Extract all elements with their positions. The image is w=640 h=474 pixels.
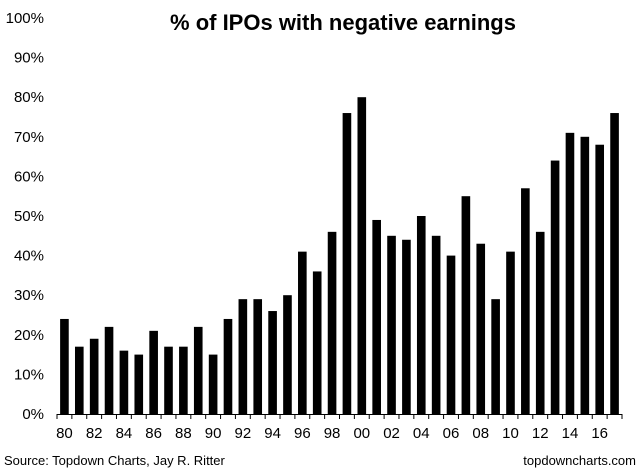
y-tick-label: 0% (22, 406, 44, 423)
bar-2004 (416, 216, 426, 414)
bar-1991 (223, 318, 233, 414)
bar-2014 (565, 132, 575, 414)
bar-1997 (312, 271, 322, 414)
source-note: Source: Topdown Charts, Jay R. Ritter (4, 453, 226, 468)
y-tick-label: 70% (14, 129, 44, 146)
x-tick-label: 90 (205, 425, 222, 442)
y-tick-label: 80% (14, 89, 44, 106)
bar-1994 (268, 311, 277, 414)
chart-title: % of IPOs with negative earnings (170, 10, 516, 35)
x-axis: 80 82 84 86 88 90 92 94 96 98 00 02 04 06 08 10 12 14 16 (56, 414, 623, 442)
y-tick-label: 90% (14, 50, 44, 67)
x-tick-label: 98 (324, 425, 341, 442)
bar-1990 (208, 354, 218, 414)
bar-1985 (134, 354, 144, 414)
bar-1983 (104, 326, 114, 414)
bar-2005 (431, 235, 441, 414)
bar-1980 (60, 318, 69, 414)
y-tick-label: 60% (14, 168, 44, 185)
bar-2007 (461, 196, 471, 414)
x-tick-label: 12 (532, 425, 549, 442)
bar-2002 (387, 235, 396, 414)
bar-2010 (506, 251, 515, 414)
x-tick-label: 14 (562, 425, 579, 442)
x-tick-label: 06 (443, 425, 460, 442)
bar-1999 (342, 113, 352, 414)
x-tick-label: 80 (56, 425, 73, 442)
bar-2008 (476, 243, 486, 414)
y-tick-label: 10% (14, 366, 44, 383)
bar-2012 (535, 231, 545, 414)
y-tick-label: 50% (14, 208, 44, 225)
bar-1986 (149, 330, 158, 414)
bar-1996 (298, 251, 307, 414)
bars (60, 97, 619, 415)
bar-2006 (446, 255, 456, 414)
bar-1993 (253, 299, 263, 414)
bar-2000 (357, 97, 367, 414)
x-tick-label: 00 (353, 425, 370, 442)
x-tick-label: 82 (86, 425, 103, 442)
bar-2011 (521, 188, 530, 414)
bar-1995 (283, 295, 292, 414)
x-tick-label: 86 (145, 425, 162, 442)
y-axis: 0% 10% 20% 30% 40% 50% 60% 70% 80% 90% 100% (6, 10, 44, 423)
bar-1987 (164, 346, 173, 414)
x-tick-label: 08 (472, 425, 489, 442)
bar-2017 (610, 113, 619, 414)
bar-2003 (402, 239, 411, 414)
x-tick-label: 92 (235, 425, 252, 442)
x-tick-label: 88 (175, 425, 192, 442)
bar-1982 (89, 338, 99, 414)
bar-1989 (193, 326, 203, 414)
y-tick-label: 40% (14, 248, 44, 265)
bar-1998 (327, 231, 337, 414)
y-tick-label: 100% (6, 10, 44, 27)
x-tick-label: 94 (264, 425, 281, 442)
x-tick-label: 10 (502, 425, 519, 442)
y-tick-label: 20% (14, 327, 44, 344)
bar-1981 (74, 346, 84, 414)
bar-2009 (491, 299, 500, 414)
y-tick-label: 30% (14, 287, 44, 304)
bar-2016 (595, 144, 605, 414)
bar-1984 (119, 350, 129, 414)
bar-2013 (550, 160, 560, 414)
bar-2015 (580, 136, 590, 415)
x-tick-label: 16 (591, 425, 608, 442)
watermark: topdowncharts.com (523, 453, 636, 468)
x-tick-label: 96 (294, 425, 311, 442)
x-tick-label: 84 (116, 425, 133, 442)
x-tick-label: 02 (383, 425, 400, 442)
bar-1992 (238, 299, 248, 414)
bar-2001 (372, 219, 381, 414)
x-tick-label: 04 (413, 425, 430, 442)
bar-1988 (179, 346, 188, 414)
